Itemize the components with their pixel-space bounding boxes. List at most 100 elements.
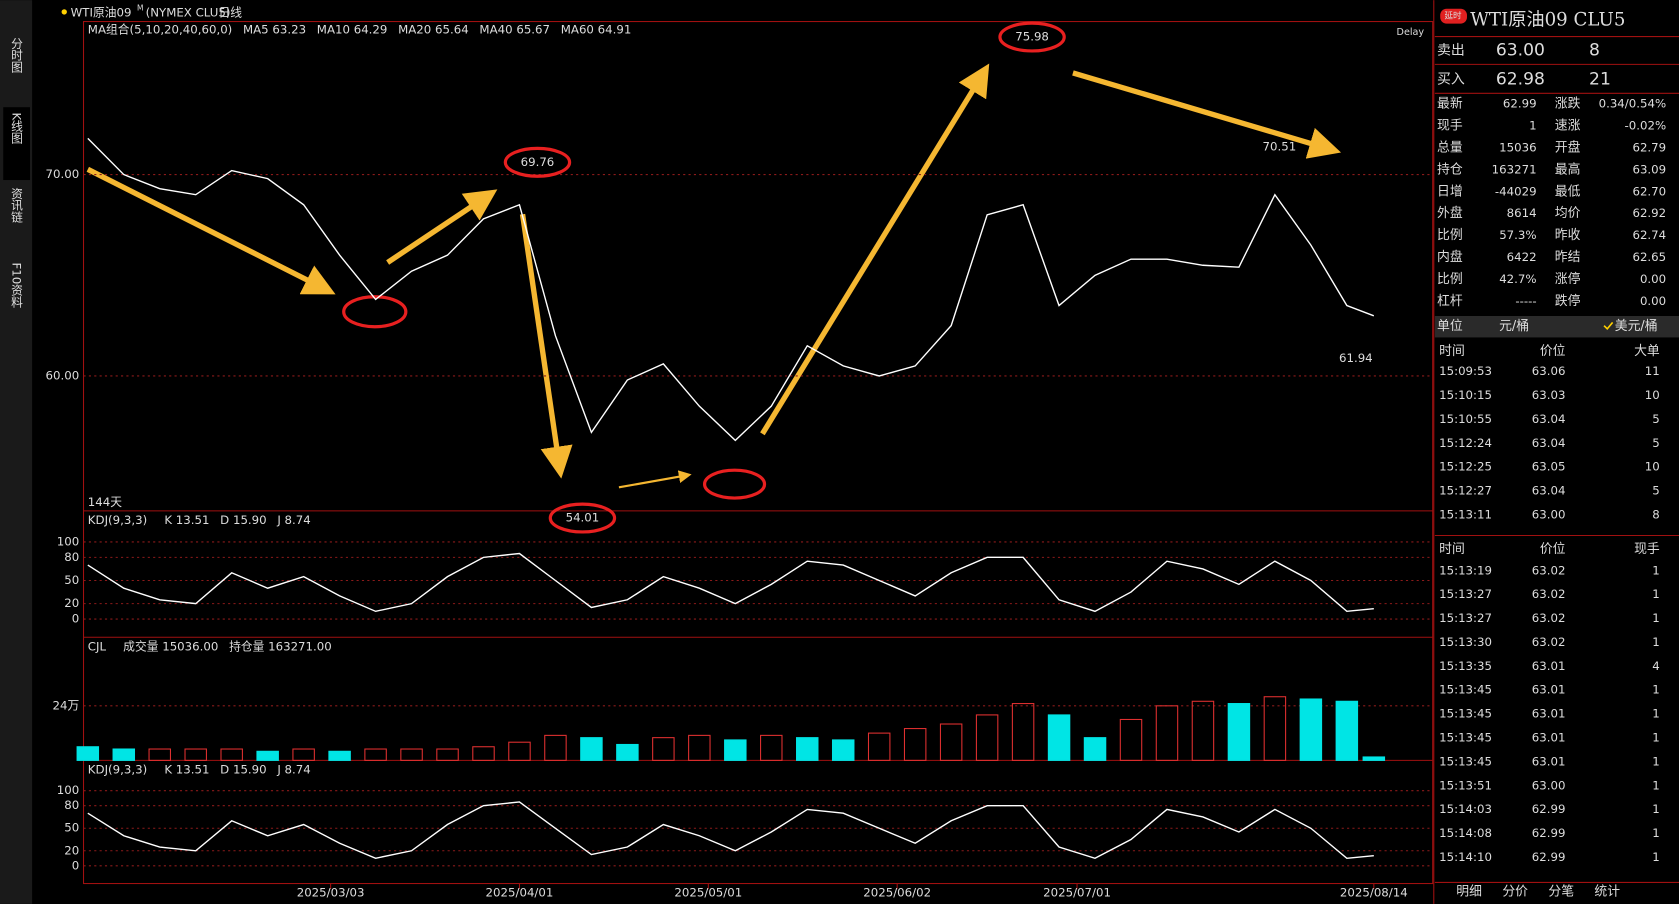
- bottom-tab[interactable]: 统计: [1594, 885, 1620, 900]
- badge-text: 延时: [1445, 10, 1463, 22]
- side-price: 63.00: [1496, 40, 1545, 60]
- volume-bar: [472, 746, 495, 761]
- annotation-arrow: [618, 470, 692, 489]
- legend-item: MA10 64.29: [317, 23, 388, 37]
- volume-bar: [1047, 714, 1071, 761]
- table-cell: 15:12:25: [1439, 460, 1492, 474]
- table-cell: 5: [1652, 484, 1659, 498]
- period[interactable]: 日线: [218, 5, 242, 19]
- volume-bar: [76, 746, 100, 761]
- annotation-label: 70.51: [1263, 140, 1297, 154]
- delay-label: Delay: [1397, 27, 1425, 38]
- y-tick-label: 0: [72, 858, 79, 872]
- stat-value: 1: [1529, 118, 1537, 132]
- sidebar-tab[interactable]: 资讯链: [10, 188, 24, 223]
- table-cell: 63.05: [1532, 460, 1566, 474]
- legend-item: MA20 65.64: [398, 23, 469, 37]
- table-cell: 15:13:11: [1439, 507, 1492, 521]
- volume-bar: [220, 748, 243, 761]
- table-cell: 1: [1652, 635, 1659, 649]
- annotation-circle: [503, 146, 572, 178]
- y-tick-label: 70.00: [46, 167, 80, 181]
- stat-value: 62.70: [1632, 184, 1666, 198]
- volume-bar: [112, 748, 136, 761]
- table-cell: 1: [1652, 563, 1659, 577]
- table-cell: 4: [1652, 659, 1659, 673]
- stat-value: 15036: [1499, 140, 1536, 154]
- legend-item: J 8.74: [276, 513, 310, 527]
- stat-label: 杠杆: [1437, 293, 1463, 309]
- bottom-tab[interactable]: 明细: [1456, 885, 1482, 900]
- stat-value: 0.00: [1640, 272, 1666, 286]
- table-cell: 63.00: [1532, 778, 1566, 792]
- volume-bar: [148, 748, 171, 761]
- table-cell: 15:13:45: [1439, 683, 1492, 697]
- table-cell: 63.03: [1532, 388, 1566, 402]
- table-cell: 15:13:45: [1439, 707, 1492, 721]
- unit-option[interactable]: 美元/桶: [1615, 319, 1658, 334]
- table-cell: 8: [1652, 507, 1659, 521]
- table-header: 大单: [1634, 344, 1660, 359]
- indicator-name[interactable]: KDJ(9,3,3): [88, 763, 147, 777]
- y-tick-label: 80: [64, 550, 79, 564]
- legend-item: J 8.74: [276, 763, 310, 777]
- indicator-name[interactable]: KDJ(9,3,3): [88, 513, 147, 527]
- bottom-tab[interactable]: 分价: [1502, 885, 1528, 900]
- stat-value: 62.99: [1503, 96, 1537, 110]
- stat-label: 最低: [1555, 184, 1581, 199]
- volume-bar: [867, 732, 891, 761]
- table-header: 时间: [1439, 542, 1465, 557]
- volume-bar: [796, 737, 819, 761]
- stat-label: 均价: [1555, 206, 1581, 221]
- bottom-tab[interactable]: 分笔: [1548, 884, 1574, 900]
- unit-label: 单位: [1437, 319, 1463, 334]
- stat-value: 6422: [1507, 250, 1537, 264]
- table-cell: 15:13:51: [1439, 778, 1492, 792]
- chart-frame: [82, 21, 1434, 885]
- volume-bar: [256, 750, 279, 761]
- volume-bar: [1155, 705, 1179, 761]
- stat-label: 开盘: [1555, 139, 1581, 155]
- volume-bar: [544, 734, 567, 761]
- table-header: 价位: [1540, 344, 1566, 359]
- table-cell: 63.00: [1532, 507, 1566, 521]
- volume-bar: [1083, 737, 1107, 761]
- y-tick-label: 60.00: [46, 368, 80, 382]
- annotation-circle: [998, 21, 1066, 53]
- table-cell: 63.01: [1532, 707, 1566, 721]
- volume-bar: [436, 748, 459, 761]
- legend-item: MA60 64.91: [561, 23, 632, 37]
- stat-label: 跌停: [1555, 293, 1581, 309]
- y-tick-label: 0: [72, 612, 79, 626]
- table-cell: 11: [1645, 364, 1660, 378]
- unit-option[interactable]: 元/桶: [1499, 319, 1529, 334]
- sidebar-tab[interactable]: K线图: [10, 113, 24, 145]
- table-cell: 10: [1645, 460, 1660, 474]
- sidebar-tab[interactable]: 分时图: [10, 38, 24, 74]
- volume-bar: [688, 734, 711, 761]
- side-label: 买入: [1437, 71, 1465, 87]
- x-tick-label: 2025/05/01: [674, 886, 742, 900]
- y-tick-label: 100: [57, 783, 79, 797]
- table-cell: 15:13:45: [1439, 731, 1492, 745]
- sidebar-tab[interactable]: F10资料: [10, 262, 24, 308]
- table-cell: 15:12:24: [1439, 436, 1492, 450]
- legend-item: MA组合(5,10,20,40,60,0): [88, 23, 232, 37]
- table-cell: 1: [1652, 611, 1659, 625]
- table-cell: 63.01: [1532, 754, 1566, 768]
- table-cell: 15:14:08: [1439, 826, 1492, 840]
- table-cell: 63.06: [1532, 364, 1566, 378]
- table-cell: 15:13:35: [1439, 659, 1492, 673]
- indicator-name[interactable]: CJL: [88, 639, 107, 653]
- volume-bar: [508, 741, 531, 761]
- volume-bar: [364, 748, 387, 761]
- table-cell: 15:14:03: [1439, 802, 1492, 816]
- volume-bar: [760, 734, 783, 761]
- check-mark: [1603, 321, 1614, 331]
- table-header: 现手: [1634, 542, 1660, 557]
- stat-label: 最高: [1555, 161, 1581, 177]
- stat-value: 8614: [1507, 206, 1537, 220]
- stat-label: 昨收: [1555, 228, 1581, 243]
- stat-label: 日增: [1437, 184, 1463, 199]
